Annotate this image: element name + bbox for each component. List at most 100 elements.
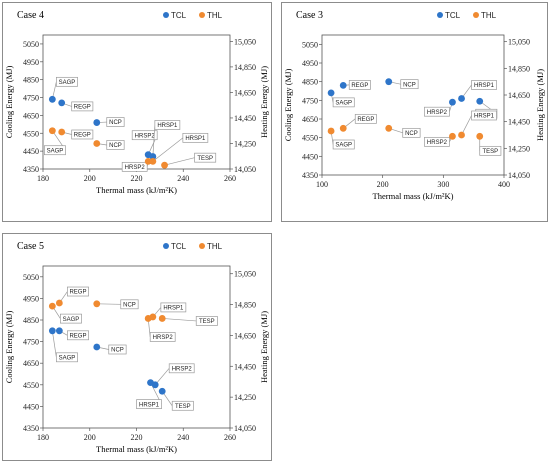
chart-title: Case 5 — [17, 241, 44, 252]
data-label-ncp: NCP — [403, 82, 416, 88]
y2-tick-label: 14,650 — [234, 88, 256, 97]
point-tcl-hrsp2 — [151, 381, 159, 389]
chart-case-5: Case 5 TCL THL 180 200 220 240 260 4350 4450 4550 4… — [4, 241, 269, 454]
label-leader-line — [96, 303, 121, 305]
data-label-box — [67, 286, 89, 297]
data-label-sagp: SAGP — [47, 148, 64, 154]
data-label-box — [471, 110, 497, 121]
chart-panel-case-5: Case 5 TCL THL 180 200 220 240 260 4350 4450 4550 4… — [2, 233, 272, 461]
data-label-hrsp2: HRSP2 — [427, 110, 448, 116]
y-tick-label: 4550 — [23, 381, 39, 390]
y-tick-label: 4350 — [23, 165, 39, 174]
data-label-box — [131, 130, 158, 141]
data-label-hrsp1: HRSP1 — [163, 306, 184, 312]
data-label-ncp: NCP — [109, 120, 122, 126]
chart-case-4: Case 4 TCL THL 180 200 220 240 260 4350 4450 4550 4… — [4, 10, 269, 195]
data-label-box — [354, 113, 377, 124]
y-tick-label: 4750 — [302, 96, 318, 105]
data-label-ncp: NCP — [109, 143, 122, 149]
x-tick-label: 260 — [224, 174, 236, 183]
point-thl-sagp — [48, 302, 56, 310]
x-tick-label: 220 — [131, 433, 143, 442]
x-tick-label: 220 — [131, 174, 143, 183]
data-label-box — [67, 330, 89, 341]
legend-marker-thl — [199, 243, 205, 249]
y-tick-label: 4550 — [302, 134, 318, 143]
data-label-tesp: TESP — [482, 149, 498, 155]
point-thl-hrsp1 — [149, 157, 157, 165]
data-label-box — [120, 299, 139, 310]
y-tick-label: 4650 — [23, 359, 39, 368]
data-label-box — [71, 129, 94, 140]
data-label-box — [121, 161, 148, 172]
legend-label-thl: THL — [207, 11, 223, 20]
data-label-sagp: SAGP — [335, 143, 352, 149]
label-leader-line — [152, 124, 156, 157]
point-thl-sagp — [327, 127, 335, 135]
x-tick-label: 300 — [437, 180, 449, 189]
y2-tick-label: 14,050 — [234, 424, 256, 433]
data-label-regp: REGP — [74, 105, 91, 111]
legend-label-tcl: TCL — [171, 242, 187, 251]
data-label-box — [106, 140, 125, 150]
x-tick-label: 180 — [37, 433, 49, 442]
point-thl-ncp — [93, 300, 101, 308]
data-label-sagp: SAGP — [335, 101, 352, 107]
point-tcl-hrsp1 — [149, 153, 157, 160]
data-label-tesp: TESP — [197, 156, 213, 162]
y2-tick-label: 14,850 — [234, 301, 256, 310]
data-label-box — [171, 400, 194, 411]
plot-area — [321, 34, 505, 176]
data-label-ncp: NCP — [405, 131, 418, 137]
y-tick-label: 5050 — [23, 273, 39, 282]
y2-axis-label: Heating Energy (MJ) — [259, 66, 269, 138]
legend-marker-tcl — [163, 243, 169, 249]
data-label-hrsp2: HRSP2 — [427, 140, 448, 146]
y2-tick-label: 14,850 — [234, 63, 256, 72]
label-leader-line — [461, 115, 472, 136]
data-label-tesp: TESP — [199, 319, 215, 325]
x-axis-label: Thermal mass (kJ/m²K) — [96, 444, 177, 454]
data-label-box — [424, 136, 450, 147]
x-tick-label: 200 — [377, 180, 389, 189]
x-tick-label: 240 — [177, 433, 189, 442]
data-label-box — [400, 79, 419, 90]
point-tcl-ncp — [93, 119, 101, 126]
y-tick-label: 4950 — [23, 294, 39, 303]
y2-tick-label: 14,250 — [234, 139, 256, 148]
data-label-box — [424, 106, 450, 117]
data-label-box — [332, 97, 355, 108]
point-thl-hrsp2 — [449, 132, 456, 140]
point-thl-regp — [55, 299, 63, 307]
point-tcl-regp — [339, 82, 347, 89]
chart-title: Case 4 — [17, 10, 44, 21]
x-tick-label: 200 — [84, 174, 96, 183]
data-label-box — [149, 332, 176, 342]
point-tcl-sagp — [327, 89, 335, 97]
y-tick-label: 4750 — [23, 94, 39, 103]
data-label-hrsp2: HRSP2 — [153, 335, 174, 341]
data-label-hrsp1: HRSP1 — [139, 402, 160, 408]
y-tick-label: 4450 — [23, 402, 39, 411]
chart-title: Case 3 — [296, 10, 323, 21]
legend-marker-thl — [473, 12, 479, 18]
data-label-box — [71, 101, 94, 112]
chart-panel-case-4: Case 4 TCL THL 180 200 220 240 260 4350 4450 4550 4… — [2, 2, 272, 222]
point-tcl-tesp — [476, 97, 484, 105]
y-tick-label: 4450 — [302, 152, 318, 161]
data-label-box — [160, 302, 187, 313]
y2-tick-label: 14,650 — [234, 331, 256, 340]
data-label-box — [136, 399, 162, 409]
data-label-regp: REGP — [69, 290, 86, 296]
y-tick-label: 4550 — [23, 129, 39, 138]
data-label-box — [479, 145, 502, 156]
data-label-box — [471, 80, 497, 90]
data-label-box — [194, 152, 217, 163]
x-axis-label: Thermal mass (kJ/m²K) — [96, 185, 177, 195]
data-label-box — [154, 120, 181, 130]
y2-tick-label: 15,050 — [508, 38, 530, 47]
point-thl-tesp — [161, 161, 168, 169]
y-tick-label: 4350 — [23, 424, 39, 433]
data-label-sagp: SAGP — [59, 80, 76, 86]
point-tcl-hrsp2 — [449, 98, 456, 106]
